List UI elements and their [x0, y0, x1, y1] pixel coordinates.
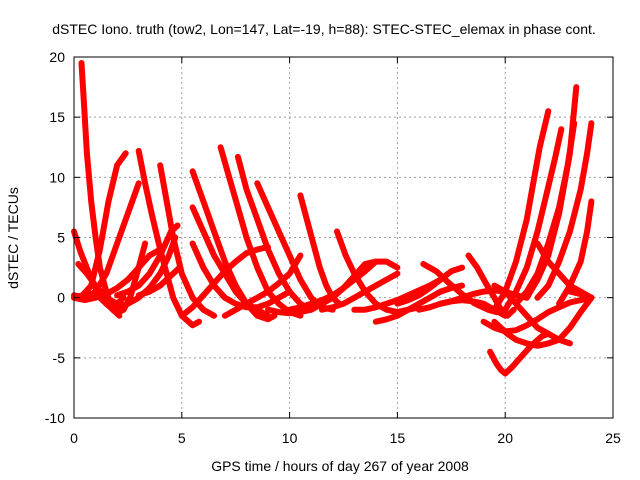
- y-tick-label: 5: [57, 230, 65, 246]
- series-arc-32: [487, 330, 552, 377]
- series-arc-43: [480, 294, 595, 335]
- y-tick-label: -5: [53, 350, 66, 366]
- series-arc-23: [286, 258, 401, 313]
- series-arc-24: [318, 270, 401, 313]
- series-arc-22: [265, 258, 379, 317]
- series-arc-41: [556, 198, 595, 307]
- y-tick-label: 15: [49, 109, 65, 125]
- y-tick-label: 0: [57, 290, 65, 306]
- series-arc-37: [523, 84, 580, 301]
- y-tick-label: 10: [49, 169, 65, 185]
- series-arc-18: [178, 244, 271, 319]
- series-arc-19: [221, 252, 304, 319]
- series-arc-10: [114, 222, 181, 299]
- x-tick-label: 10: [282, 430, 298, 446]
- y-tick-label: 20: [49, 49, 65, 65]
- grid: [74, 57, 613, 418]
- series-arc-13: [217, 144, 304, 319]
- x-tick-label: 25: [605, 430, 621, 446]
- axis-ticks: 0 5 10 15 20 25 -10 -5 0 5 10 15 20: [45, 49, 621, 446]
- chart-title: dSTEC Iono. truth (tow2, Lon=147, Lat=-1…: [52, 21, 596, 37]
- data-series: [71, 60, 595, 377]
- series-arc-35: [502, 126, 565, 313]
- series-arc-11: [135, 264, 183, 299]
- series-arc-5: [75, 261, 127, 307]
- y-axis-label: dSTEC / TECUs: [5, 187, 21, 289]
- series-arc-14: [234, 153, 315, 313]
- x-axis-label: GPS time / hours of day 267 of year 2008: [211, 458, 469, 474]
- y-tick-label: -10: [45, 410, 65, 426]
- x-tick-label: 20: [497, 430, 513, 446]
- series-arc-7: [135, 147, 202, 329]
- series-arc-6: [71, 246, 164, 304]
- series-arc-26: [372, 282, 466, 325]
- series-arc-8: [157, 162, 218, 319]
- series-arc-38: [534, 120, 595, 301]
- x-tick-label: 15: [390, 430, 406, 446]
- x-tick-label: 0: [70, 430, 78, 446]
- x-tick-label: 5: [178, 430, 186, 446]
- series-arc-27: [394, 264, 466, 307]
- series-arc-12: [189, 168, 278, 323]
